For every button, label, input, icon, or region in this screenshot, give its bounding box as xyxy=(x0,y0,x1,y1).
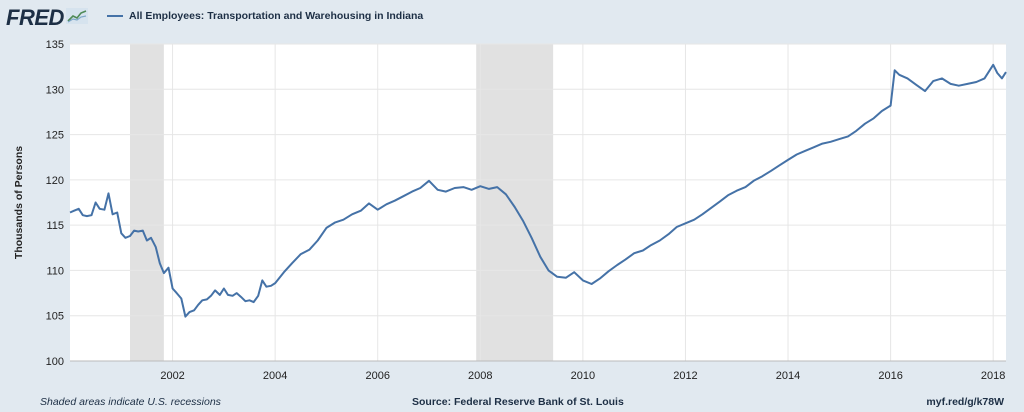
legend-label: All Employees: Transportation and Wareho… xyxy=(129,10,424,22)
legend-swatch xyxy=(107,15,123,17)
source-text: Source: Federal Reserve Bank of St. Loui… xyxy=(412,396,624,408)
x-tick-label: 2004 xyxy=(263,370,287,382)
y-axis-label: Thousands of Persons xyxy=(13,146,25,259)
x-tick-label: 2014 xyxy=(776,370,800,382)
x-tick-label: 2002 xyxy=(160,370,184,382)
recession-band xyxy=(476,44,554,361)
chart-header: FRED All Employees: Transportation and W… xyxy=(0,0,1024,36)
x-tick-label: 2008 xyxy=(468,370,492,382)
y-tick-label: 135 xyxy=(46,39,64,51)
chart-legend: All Employees: Transportation and Wareho… xyxy=(107,10,423,22)
short-link[interactable]: myf.red/g/k78W xyxy=(926,396,1004,408)
y-tick-label: 110 xyxy=(46,265,64,277)
y-tick-label: 100 xyxy=(46,356,64,368)
recession-note: Shaded areas indicate U.S. recessions xyxy=(40,396,221,408)
y-tick-label: 105 xyxy=(46,311,64,323)
chart-footer: Shaded areas indicate U.S. recessions So… xyxy=(0,395,1024,412)
x-tick-label: 2006 xyxy=(365,370,389,382)
y-tick-label: 120 xyxy=(46,175,64,187)
fred-logo[interactable]: FRED xyxy=(6,4,88,32)
series-line xyxy=(69,63,1007,318)
recession-band xyxy=(130,44,164,361)
chart-trend-icon xyxy=(65,7,88,29)
y-tick-label: 130 xyxy=(46,84,64,96)
fred-logo-text: FRED xyxy=(6,5,64,30)
x-tick-label: 2012 xyxy=(673,370,697,382)
y-tick-label: 125 xyxy=(46,130,64,142)
x-tick-label: 2010 xyxy=(571,370,595,382)
x-tick-label: 2018 xyxy=(981,370,1005,382)
x-tick-label: 2016 xyxy=(878,370,902,382)
y-tick-label: 115 xyxy=(46,220,64,232)
